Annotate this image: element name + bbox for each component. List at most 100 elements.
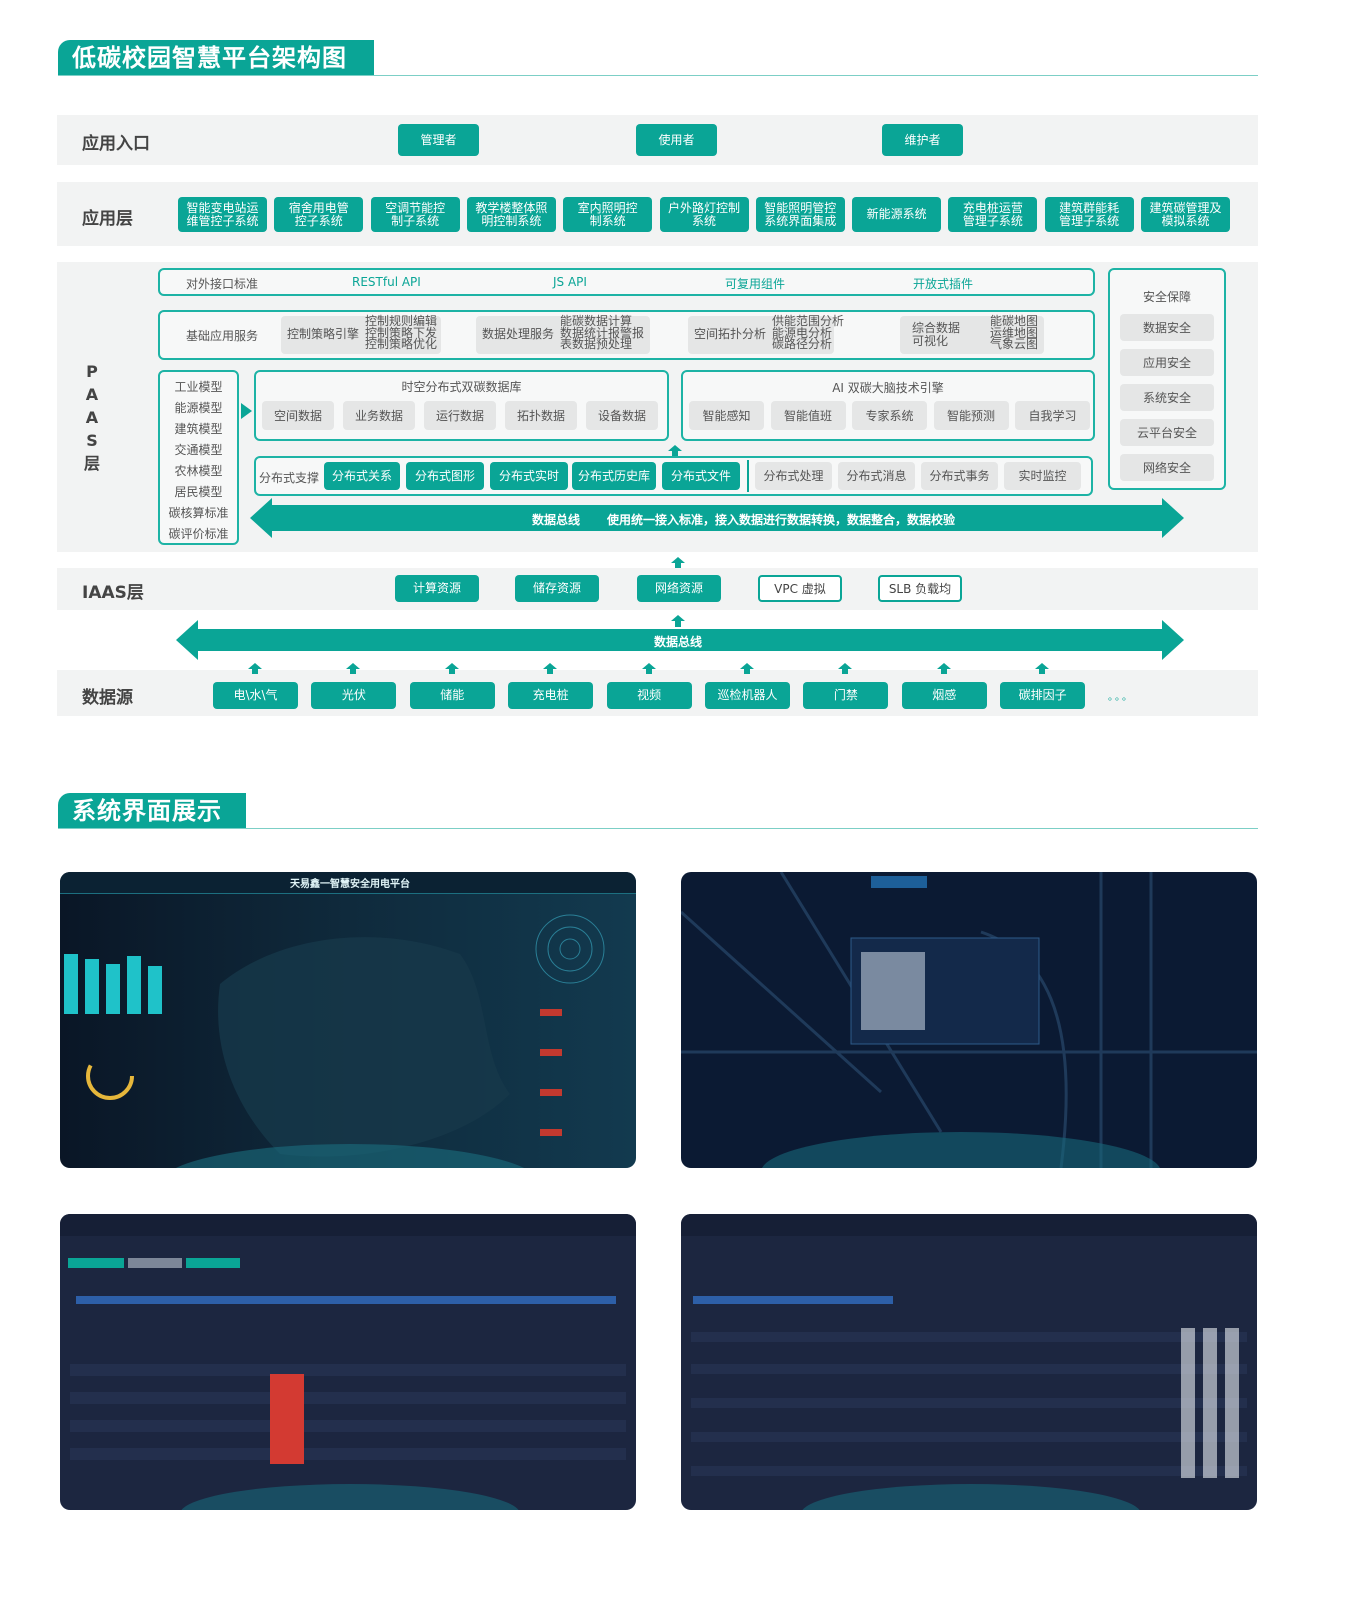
interface-row: [158, 268, 1095, 296]
ai-engine-title: AI 双碳大脑技术引擎: [832, 381, 944, 395]
arrow-up-icon: [543, 659, 558, 678]
paas-label-char: A: [85, 408, 99, 427]
security-chip: 系统安全: [1120, 384, 1214, 411]
distributed-primary-chip[interactable]: 分布式文件: [662, 462, 740, 490]
js-api: JS API: [553, 275, 587, 289]
datasource-button[interactable]: 烟感: [901, 682, 987, 709]
model-item: 碳核算标准: [168, 506, 229, 520]
base-service-items: 能碳地图 运维地图 气象云图: [990, 314, 1039, 351]
arrow-up-icon: [248, 659, 262, 678]
arrow-up-icon: [740, 659, 754, 678]
database-chip: 空间数据: [262, 401, 334, 430]
distributed-secondary-chip: 实时监控: [1004, 462, 1081, 490]
app-system-label: 智能照明管控: [764, 200, 837, 215]
app-system-button[interactable]: 建筑群能耗 管理子系统: [1044, 197, 1134, 232]
reusable-components: 可复用组件: [725, 277, 786, 291]
models-box: [158, 370, 239, 545]
app-system-button[interactable]: 空调节能控 制子系统: [370, 197, 460, 232]
entry-button[interactable]: 使用者: [636, 124, 717, 156]
distributed-primary-chip[interactable]: 分布式实时: [490, 462, 568, 490]
app-system-button[interactable]: 教学楼整体照 明控制系统: [466, 197, 556, 232]
section-title-architecture: 低碳校园智慧平台架构图: [58, 40, 374, 76]
model-item: 建筑模型: [174, 422, 223, 436]
datasource-button[interactable]: 电\水\气: [213, 682, 298, 709]
base-service-group: [476, 316, 650, 354]
ai-engine-chip: 专家系统: [852, 401, 927, 430]
entry-button[interactable]: 维护者: [882, 124, 963, 156]
model-item: 碳评价标准: [168, 527, 229, 541]
datasource-button[interactable]: 储能: [409, 682, 495, 709]
security-title: 安全保障: [1142, 290, 1191, 304]
screenshot-device-table[interactable]: [681, 1214, 1257, 1510]
datasource-button[interactable]: 碳排因子: [1000, 682, 1086, 709]
base-service-group: [688, 316, 834, 354]
arrow-up-icon: [346, 659, 361, 678]
screenshot-campus-map[interactable]: [681, 872, 1257, 1168]
database-title: 时空分布式双碳数据库: [401, 380, 522, 394]
database-chip: 拓扑数据: [505, 401, 577, 430]
app-system-button[interactable]: 新能源系统: [852, 197, 942, 232]
app-layer-label: 应用层: [82, 209, 133, 229]
arrow-up-icon: [641, 659, 656, 678]
paas-label-char: P: [86, 362, 98, 381]
datasource-button[interactable]: 巡检机器人: [705, 682, 790, 709]
datasource-button[interactable]: 视频: [606, 682, 692, 709]
data-bus-arrow-2: [176, 620, 1184, 660]
app-system-label: 控子系统: [294, 213, 343, 228]
app-system-label: 管理子系统: [1059, 213, 1120, 228]
app-system-label: 教学楼整体照: [475, 200, 548, 215]
model-item: 交通模型: [174, 443, 223, 457]
app-system-button[interactable]: 智能照明管控 系统界面集成: [755, 197, 845, 232]
arrow-up-icon: [838, 659, 853, 678]
ai-engine-chip: 智能感知: [689, 401, 764, 430]
model-item: 能源模型: [174, 401, 223, 415]
app-system-label: 管理子系统: [962, 213, 1023, 228]
security-chip: 数据安全: [1120, 314, 1214, 341]
ai-engine-chip: 自我学习: [1015, 401, 1090, 430]
datasource-button[interactable]: 门禁: [803, 682, 889, 709]
entry-button[interactable]: 管理者: [398, 124, 479, 156]
iaas-resource-button[interactable]: 计算资源: [395, 575, 479, 602]
base-service-group: [900, 316, 1044, 354]
app-system-label: 系统界面集成: [764, 213, 837, 228]
arrow-right-icon: [241, 403, 252, 419]
security-box: [1108, 268, 1226, 490]
restful-api: RESTful API: [352, 275, 421, 289]
app-system-button[interactable]: 建筑碳管理及 模拟系统: [1141, 197, 1230, 232]
app-system-button[interactable]: 智能变电站运 维管控子系统: [178, 197, 267, 232]
app-system-label: 制子系统: [391, 213, 440, 228]
datasource-button[interactable]: 光伏: [311, 682, 397, 709]
distributed-secondary-chip: 分布式处理: [755, 462, 832, 490]
paas-label-char: A: [85, 385, 99, 404]
distributed-primary-chip[interactable]: 分布式图形: [406, 462, 484, 490]
app-system-button[interactable]: 室内照明控 制系统: [563, 197, 653, 232]
model-item: 农林模型: [174, 464, 223, 478]
iaas-label: IAAS层: [82, 583, 144, 603]
app-system-label: 制系统: [589, 213, 626, 228]
app-system-label: 空调节能控: [385, 200, 446, 215]
distributed-primary-chip[interactable]: 分布式关系: [324, 462, 400, 490]
iaas-secondary-button[interactable]: VPC 虚拟: [758, 575, 842, 602]
iaas-secondary-button[interactable]: SLB 负载均: [878, 575, 962, 602]
base-service-items: 供能范围分析 能源电分析 碳路径分析: [772, 314, 845, 351]
distributed-label: 分布式支撑: [259, 471, 320, 485]
entry-label: 应用入口: [82, 134, 150, 154]
app-system-button[interactable]: 宿舍用电管 控子系统: [274, 197, 364, 232]
distributed-primary-chip[interactable]: 分布式历史库: [572, 462, 656, 490]
app-system-button[interactable]: 充电桩运营 管理子系统: [948, 197, 1038, 232]
app-system-label: 系统: [691, 213, 716, 228]
datasource-button[interactable]: 充电桩: [508, 682, 594, 709]
app-system-label: 建筑碳管理及: [1149, 200, 1222, 215]
screenshot-dashboard[interactable]: 天易鑫一智慧安全用电平台: [60, 872, 636, 1168]
base-service-items: 控制规则编辑 控制策略下发 控制策略优化: [365, 314, 438, 351]
security-chip: 应用安全: [1120, 349, 1214, 376]
iaas-resource-button[interactable]: 储存资源: [515, 575, 599, 602]
screenshot-alarm-table[interactable]: [60, 1214, 636, 1510]
app-system-label: 明控制系统: [481, 213, 542, 228]
app-system-button[interactable]: 户外路灯控制 系统: [659, 197, 749, 232]
app-system-label: 模拟系统: [1161, 213, 1210, 228]
distributed-secondary-chip: 分布式事务: [921, 462, 998, 490]
arrow-up-icon: [668, 442, 682, 461]
iaas-resource-button[interactable]: 网络资源: [637, 575, 721, 602]
app-system-label: 户外路灯控制: [667, 200, 740, 215]
